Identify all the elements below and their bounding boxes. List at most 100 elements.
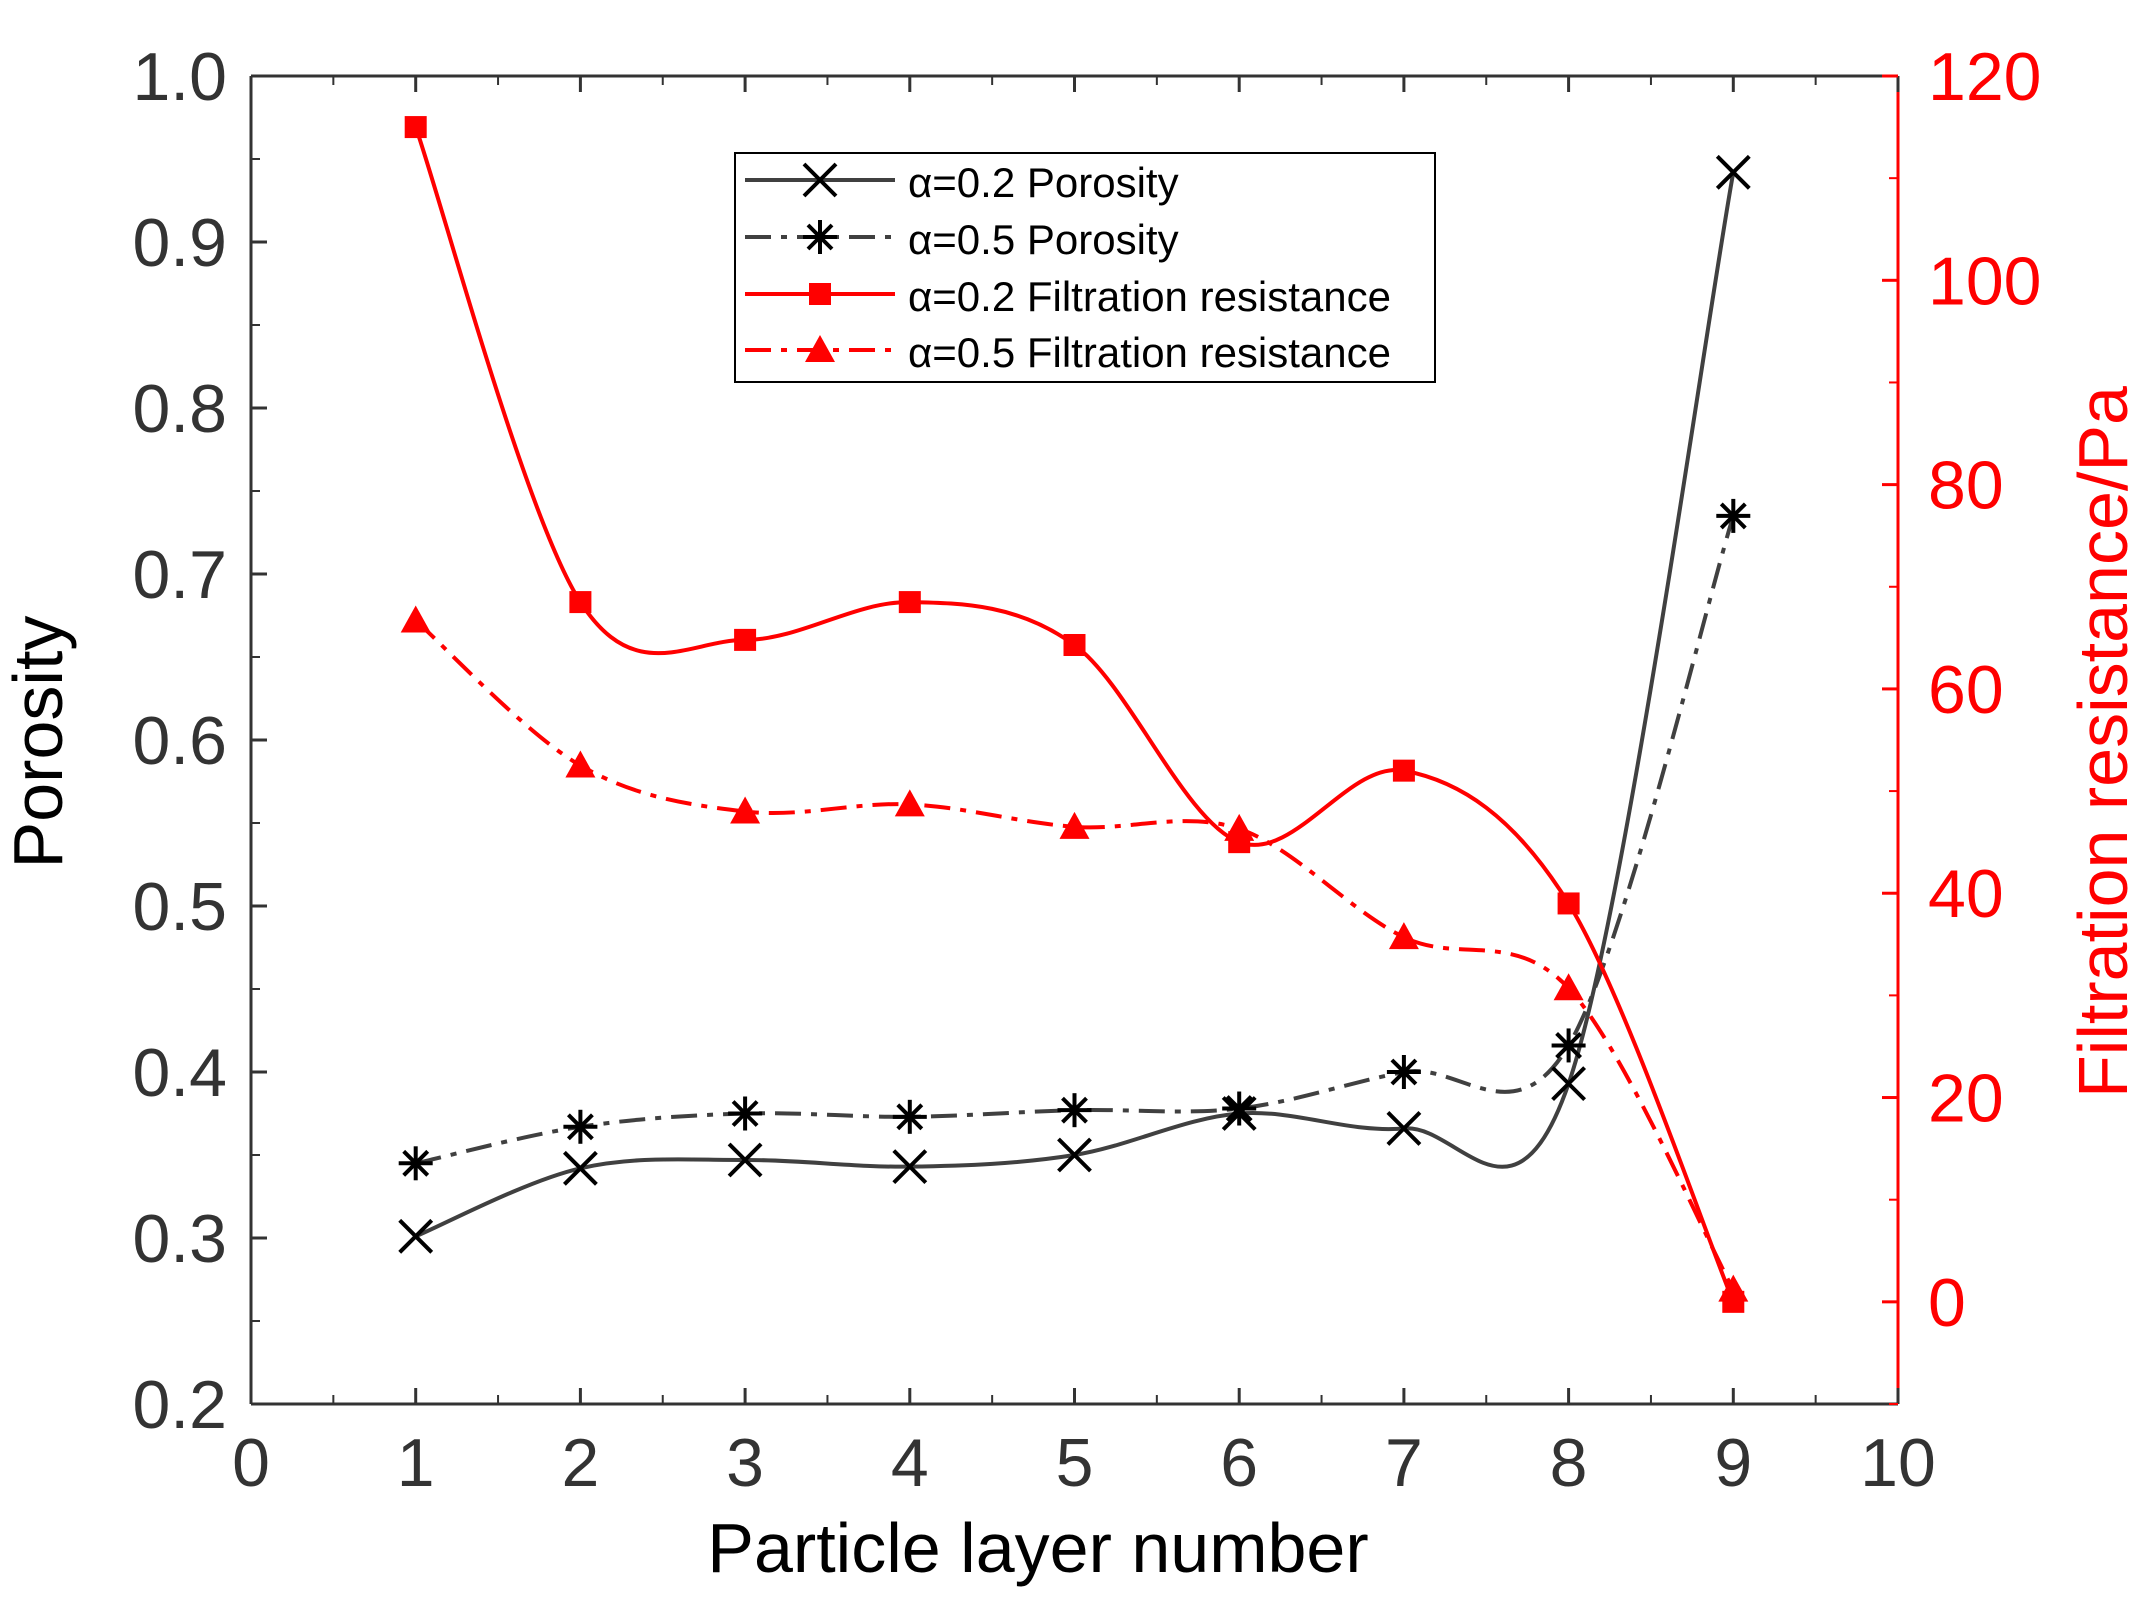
square-shape	[809, 283, 831, 305]
x-stroke	[892, 1149, 928, 1185]
square-shape	[1392, 759, 1415, 782]
data-point-square	[734, 628, 757, 651]
y-right-tick-label: 60	[1928, 652, 2004, 728]
legend-label: α=0.5 Porosity	[908, 216, 1179, 263]
legend-entry-alpha05-porosity: α=0.5 Porosity	[745, 216, 1179, 263]
triangle-shape	[1059, 811, 1090, 839]
series-line-3	[414, 618, 1736, 1291]
data-point-x	[892, 1149, 928, 1185]
legend: α=0.2 Porosity α=0.5 Porosity α=0.2 Filt…	[734, 152, 1436, 383]
data-point-square	[1063, 633, 1086, 656]
data-point-asterisk	[1057, 1093, 1092, 1128]
x-tick-label: 10	[1860, 1425, 1936, 1501]
legend-marker-square	[809, 283, 831, 305]
asterisk-stroke	[1061, 1096, 1088, 1124]
legend-marker-asterisk	[803, 220, 837, 254]
y-left-tick-label: 0.3	[132, 1201, 227, 1277]
asterisk-stroke	[1555, 1032, 1583, 1059]
axes	[249, 74, 1900, 1406]
data-point-asterisk	[1386, 1055, 1421, 1089]
series-line-1	[415, 515, 1736, 1166]
x-stroke	[1057, 1137, 1092, 1173]
tick-labels: 0 1 2 3 4 5 6 7 8 9 10 0.2 0.3 0.4 0.5 0.6 0.7 0.8 0.9 1.0 0…	[132, 39, 2041, 1501]
triangle-shape	[1388, 922, 1419, 950]
legend-symbol-x-marker	[745, 162, 895, 198]
data-point-triangle	[1553, 973, 1584, 1001]
x-tick-label: 0	[232, 1425, 270, 1501]
square-shape	[404, 116, 427, 139]
legend-label: α=0.5 Filtration resistance	[908, 329, 1391, 376]
legend-marker-x	[802, 162, 838, 198]
y-right-tick-label: 0	[1928, 1265, 1966, 1341]
data-point-x	[562, 1150, 598, 1186]
triangle-shape	[805, 335, 835, 362]
legend-entry-alpha02-porosity: α=0.2 Porosity	[745, 159, 1179, 206]
data-point-square	[404, 116, 427, 139]
y-right-tick-label: 40	[1928, 856, 2004, 932]
y-left-tick-label: 0.5	[132, 869, 227, 945]
series-markers	[398, 116, 1751, 1313]
y-right-tick-label: 80	[1928, 448, 2004, 524]
y-left-tick-label: 0.9	[132, 205, 227, 281]
asterisk-stroke	[1390, 1058, 1418, 1086]
data-point-asterisk	[1222, 1091, 1257, 1126]
data-point-triangle	[400, 605, 431, 633]
x-tick-label: 1	[397, 1425, 435, 1501]
data-point-x	[398, 1218, 434, 1254]
data-point-asterisk	[1716, 498, 1751, 533]
data-point-asterisk	[398, 1146, 433, 1181]
data-point-triangle	[1224, 813, 1255, 841]
y-left-tick-label: 0.4	[132, 1035, 227, 1111]
data-point-triangle	[1059, 811, 1090, 839]
legend-marker-triangle	[805, 335, 835, 362]
asterisk-stroke	[731, 1100, 759, 1127]
y-axis-right-title: Filtration resistance/Pa	[2064, 386, 2133, 1098]
x-tick-label: 4	[891, 1425, 929, 1501]
asterisk-stroke	[402, 1149, 430, 1177]
x-stroke	[562, 1150, 598, 1186]
data-point-square	[1557, 892, 1580, 915]
square-shape	[1557, 892, 1580, 915]
data-point-x	[1715, 154, 1751, 190]
legend-symbol-triangle-marker	[745, 335, 895, 362]
legend-entry-alpha02-resistance: α=0.2 Filtration resistance	[745, 273, 1391, 320]
x-tick-label: 2	[561, 1425, 599, 1501]
y-left-tick-label: 0.6	[132, 703, 227, 779]
legend-symbol-asterisk-marker	[745, 220, 895, 254]
x-tick-label: 3	[726, 1425, 764, 1501]
legend-label: α=0.2 Filtration resistance	[908, 273, 1391, 320]
triangle-shape	[1224, 813, 1255, 841]
data-point-asterisk	[728, 1096, 763, 1131]
y-left-tick-label: 0.8	[132, 371, 227, 447]
y-left-tick-label: 1.0	[132, 39, 227, 115]
x-axis-title: Particle layer number	[707, 1509, 1368, 1587]
data-point-triangle	[730, 796, 761, 824]
x-stroke	[1551, 1066, 1587, 1102]
y-right-tick-label: 120	[1928, 39, 2041, 115]
data-point-square	[898, 591, 921, 614]
data-point-triangle	[1388, 922, 1419, 950]
square-shape	[569, 591, 592, 614]
legend-entry-alpha05-resistance: α=0.5 Filtration resistance	[745, 329, 1391, 376]
data-point-triangle	[1718, 1274, 1749, 1302]
triangle-shape	[730, 796, 761, 824]
data-point-square	[1392, 759, 1415, 782]
y-axis-left-title: Porosity	[0, 616, 77, 869]
x-stroke	[398, 1218, 434, 1254]
y-left-tick-label: 0.7	[132, 537, 227, 613]
data-point-x	[1057, 1137, 1092, 1173]
x-tick-label: 6	[1220, 1425, 1258, 1501]
data-point-asterisk	[892, 1099, 927, 1134]
triangle-shape	[400, 605, 431, 633]
square-shape	[1063, 633, 1086, 656]
x-tick-label: 9	[1714, 1425, 1752, 1501]
x-tick-label: 7	[1385, 1425, 1423, 1501]
x-stroke	[1715, 154, 1751, 190]
square-shape	[734, 628, 757, 651]
triangle-shape	[565, 750, 596, 778]
data-point-x	[727, 1142, 763, 1178]
legend-symbol-square-marker	[745, 283, 895, 305]
triangle-shape	[1718, 1274, 1749, 1302]
asterisk-stroke	[1225, 1095, 1253, 1122]
